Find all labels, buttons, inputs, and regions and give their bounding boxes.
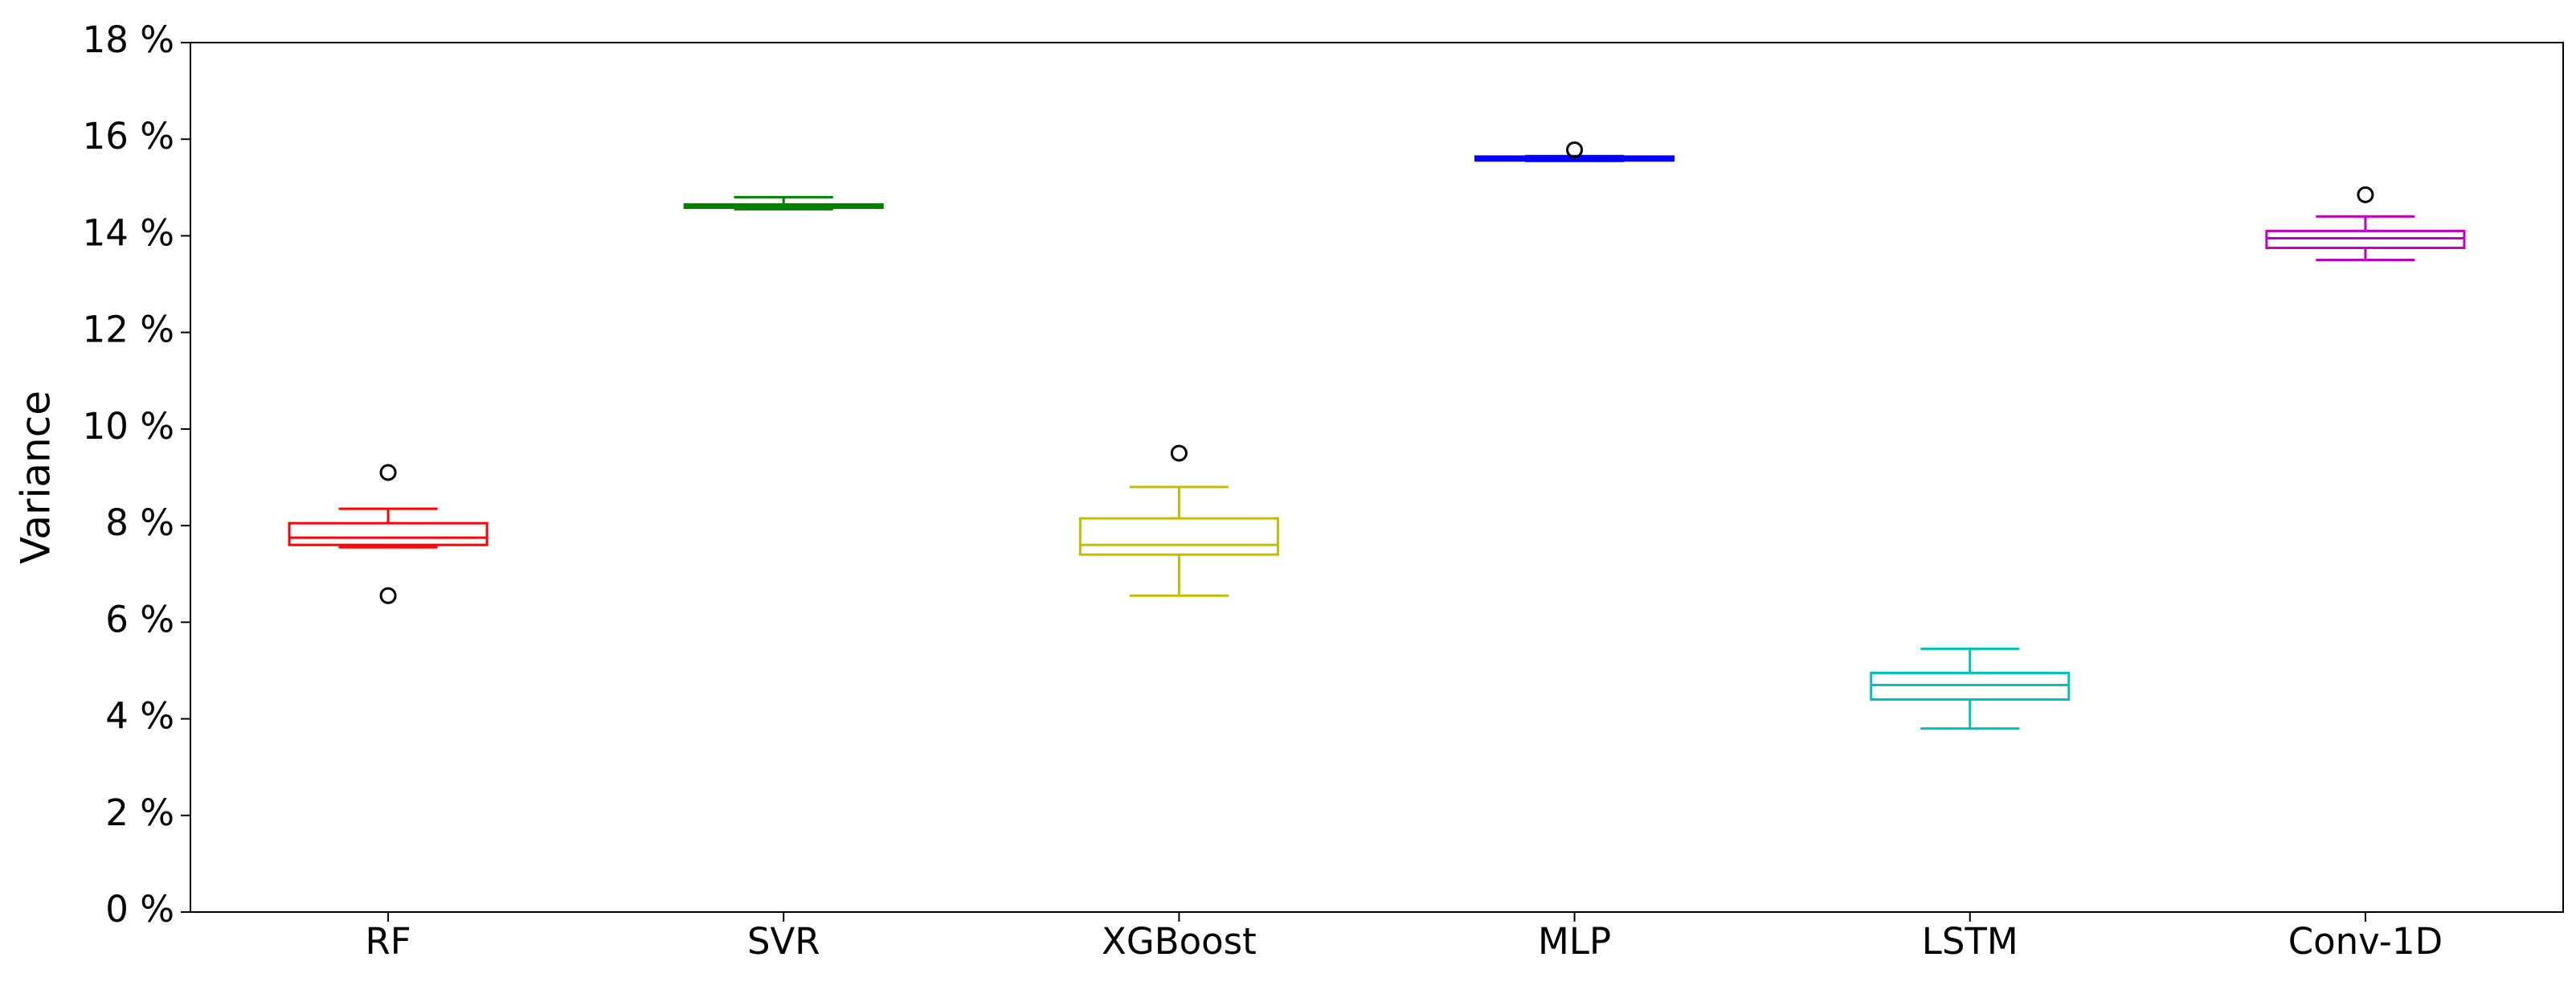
x-tick-label: Conv-1D	[2288, 920, 2443, 963]
outlier	[1566, 141, 1584, 158]
outlier	[1170, 444, 1188, 462]
y-tick-label: 2 %	[105, 792, 174, 834]
x-tick-label: XGBoost	[1102, 920, 1257, 963]
y-tick-label: 18 %	[83, 18, 174, 61]
box	[2265, 229, 2466, 249]
x-tick-label: SVR	[747, 920, 820, 963]
y-tick-label: 10 %	[83, 405, 174, 448]
x-tick-label: LSTM	[1922, 920, 2018, 963]
y-tick-label: 6 %	[105, 598, 174, 640]
box	[1870, 671, 2071, 702]
y-tick-label: 8 %	[105, 501, 174, 544]
y-tick-label: 0 %	[105, 888, 174, 931]
y-tick-label: 16 %	[83, 115, 174, 157]
box	[288, 522, 489, 546]
x-tick-label: RF	[366, 920, 411, 963]
box	[1078, 517, 1279, 556]
outlier	[379, 464, 397, 481]
x-tick-label: MLP	[1538, 920, 1611, 963]
y-tick-label: 12 %	[83, 309, 174, 351]
y-axis-label: Variance	[13, 391, 59, 564]
y-tick-label: 4 %	[105, 695, 174, 738]
outlier	[379, 587, 397, 604]
outlier	[2357, 186, 2374, 203]
y-tick-label: 14 %	[83, 211, 174, 254]
plot-frame	[190, 42, 2564, 913]
